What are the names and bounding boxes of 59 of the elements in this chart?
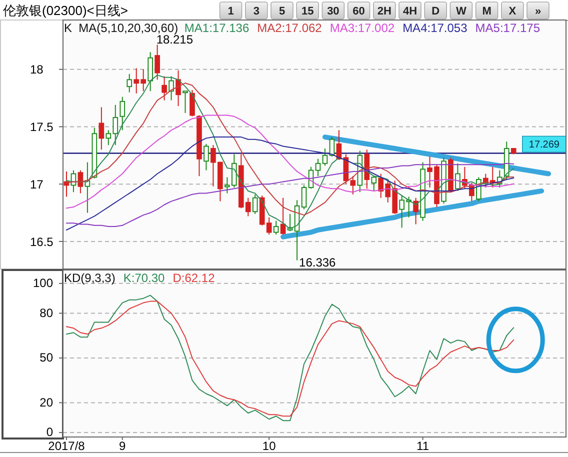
y-tick-label: 16.5 [30, 234, 54, 249]
candlestick [273, 220, 279, 236]
x-tick-label: 11 [416, 439, 430, 453]
y-tick-label: 80 [40, 306, 53, 320]
candlestick [204, 143, 209, 171]
candlestick [280, 197, 286, 236]
candlestick [162, 76, 167, 101]
legend-item: MA4:17.053 [402, 21, 468, 35]
annotation: 16.336 [299, 256, 336, 270]
candlestick [154, 44, 160, 80]
legend-item: MA5:17.175 [475, 21, 540, 35]
candlestick [252, 194, 258, 214]
title: 伦敦银(02300)<日线> [3, 3, 128, 18]
legend-item: D:62.12 [172, 271, 215, 285]
button-label: 5 [278, 6, 286, 18]
candlestick [371, 176, 377, 192]
ref-label: 17.269 [528, 140, 560, 151]
button-label: 60 [352, 6, 365, 18]
button-label: 30 [327, 6, 340, 18]
x-tick-label: 9 [119, 439, 126, 453]
y-tick-label: 100 [32, 276, 53, 290]
candlestick [301, 184, 307, 210]
button-label: » [534, 6, 542, 18]
x-tick-label: 2017/8 [48, 439, 85, 453]
candlestick [315, 158, 321, 177]
legend-title: K MA(5,10,20,30,60) [64, 21, 178, 35]
candlestick [413, 197, 418, 225]
y-tick-label: 20 [40, 395, 53, 410]
candlestick [126, 73, 132, 93]
y-tick-label: 0 [46, 425, 53, 440]
y-tick-label: 17.5 [30, 120, 54, 134]
legend-title: KD(9,3,3) [64, 271, 116, 285]
button-label: 4H [402, 6, 418, 18]
legend-item: K:70.30 [123, 271, 165, 285]
candlestick [120, 96, 126, 131]
button-label: 1 [228, 6, 234, 18]
y-tick-label: 50 [40, 350, 53, 365]
candlestick [190, 89, 195, 117]
button-label: D [432, 6, 440, 18]
y-tick-label: 18 [30, 62, 44, 77]
button-label: M [482, 6, 492, 18]
candlestick [168, 76, 174, 101]
button-label: W [456, 6, 466, 18]
candlestick [98, 106, 104, 150]
legend-item: MA2:17.062 [257, 21, 322, 35]
legend-item: MA3:17.002 [330, 21, 395, 35]
button-label: 15 [301, 6, 314, 18]
button-label: 2H [377, 6, 392, 18]
candlestick [350, 176, 356, 195]
legend-item: MA1:17.136 [184, 21, 250, 35]
candlestick [182, 90, 188, 114]
button-label: 3 [253, 6, 260, 18]
y-tick-label: 17 [30, 177, 44, 192]
candlestick [322, 148, 328, 166]
candlestick [176, 70, 181, 107]
candlestick [455, 162, 460, 192]
candlestick [148, 52, 153, 92]
x-tick-label: 10 [262, 439, 276, 453]
button-label: X [508, 6, 516, 18]
